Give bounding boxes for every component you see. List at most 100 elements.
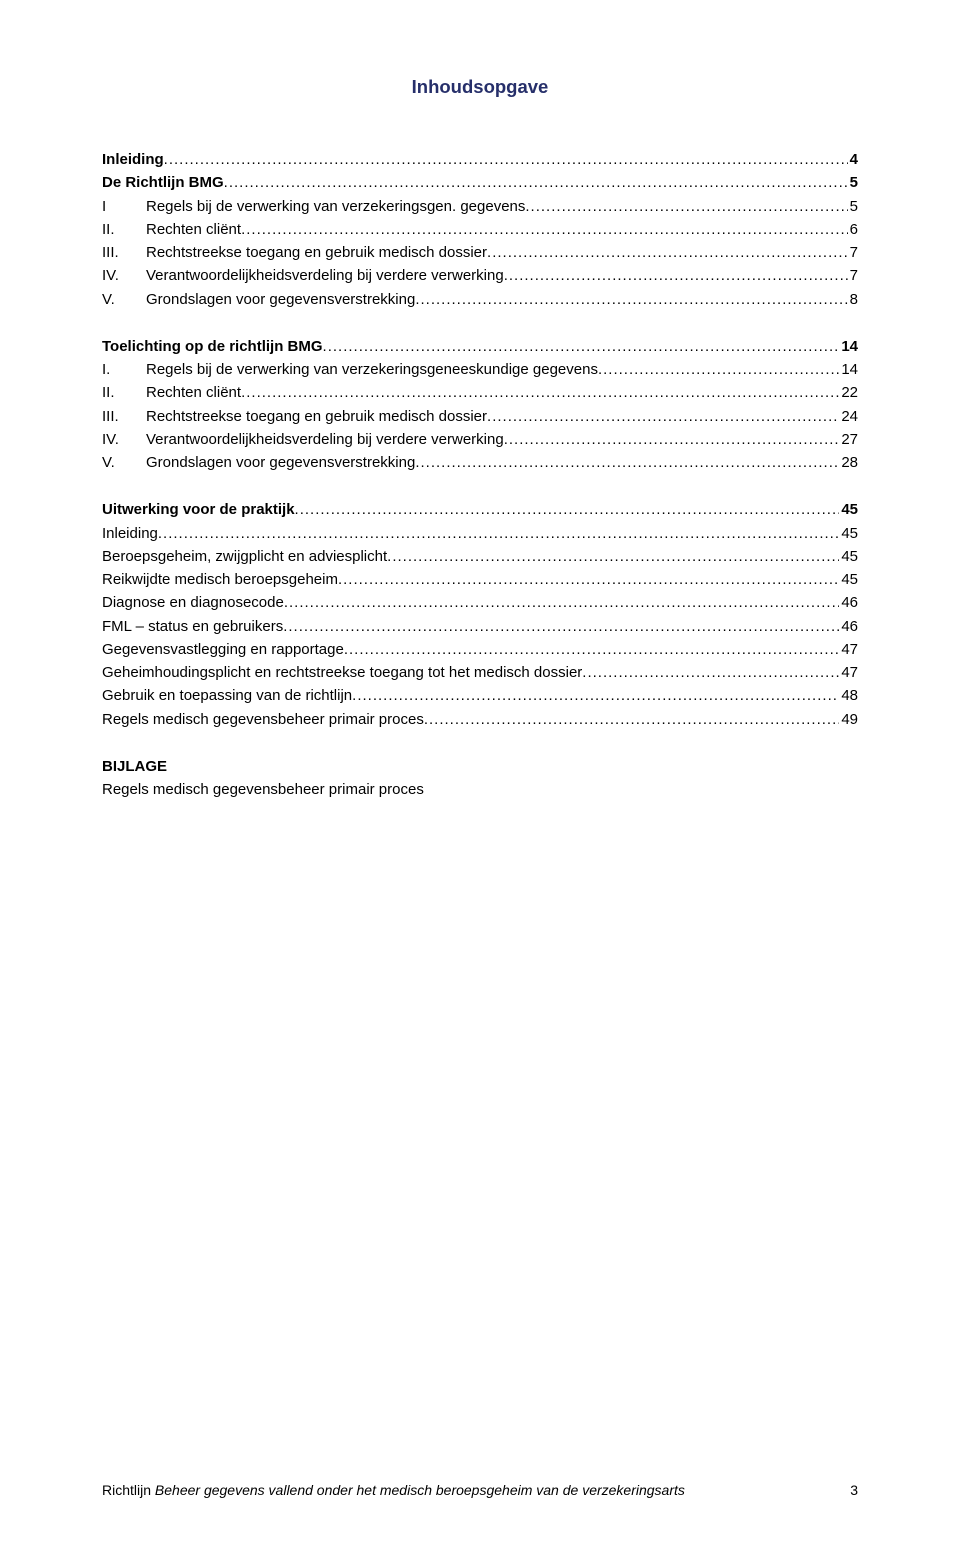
toc-num: I.: [102, 358, 146, 381]
toc-leader-dots: [283, 615, 839, 638]
toc-entry: IV.Verantwoordelijkheidsverdeling bij ve…: [102, 264, 858, 287]
toc-label: IRegels bij de verwerking van verzekerin…: [102, 195, 525, 218]
toc-leader-dots: [415, 288, 847, 311]
footer-lead: Richtlijn: [102, 1482, 155, 1498]
toc-num: V.: [102, 288, 146, 311]
toc-label: Inleiding: [102, 148, 164, 171]
toc-leader-dots: [158, 522, 839, 545]
toc-entry: IV.Verantwoordelijkheidsverdeling bij ve…: [102, 428, 858, 451]
toc-label: I.Regels bij de verwerking van verzekeri…: [102, 358, 598, 381]
toc-entry: IRegels bij de verwerking van verzekerin…: [102, 195, 858, 218]
toc-text: Verantwoordelijkheidsverdeling bij verde…: [146, 431, 504, 448]
toc-label: V.Grondslagen voor gegevensverstrekking: [102, 451, 415, 474]
toc-entry: Gegevensvastlegging en rapportage47: [102, 638, 858, 661]
bijlage-heading: BIJLAGE: [102, 755, 858, 778]
table-of-contents: Inleiding4De Richtlijn BMG 5 IRegels bij d…: [102, 148, 858, 731]
toc-label: Diagnose en diagnosecode: [102, 591, 284, 614]
toc-entry: Inleiding45: [102, 522, 858, 545]
page-footer: Richtlijn Beheer gegevens vallend onder …: [102, 1482, 858, 1498]
toc-entry: Geheimhoudingsplicht en rechtstreekse to…: [102, 661, 858, 684]
toc-label: II.Rechten cliënt: [102, 381, 241, 404]
toc-leader-dots: [582, 661, 839, 684]
toc-page: 8: [848, 288, 858, 311]
toc-page: 14: [839, 335, 858, 358]
toc-num: II.: [102, 381, 146, 404]
toc-leader-dots: [424, 708, 839, 731]
toc-label: De Richtlijn BMG: [102, 171, 224, 194]
toc-num: IV.: [102, 264, 146, 287]
toc-label: IV.Verantwoordelijkheidsverdeling bij ve…: [102, 428, 504, 451]
toc-page: 5: [848, 171, 858, 194]
toc-entry: Regels medisch gegevensbeheer primair pr…: [102, 708, 858, 731]
toc-entry: III.Rechtstreekse toegang en gebruik med…: [102, 405, 858, 428]
toc-entry: Beroepsgeheim, zwijgplicht en adviesplic…: [102, 545, 858, 568]
toc-page: 45: [839, 568, 858, 591]
toc-leader-dots: [487, 241, 848, 264]
toc-entry: Inleiding4: [102, 148, 858, 171]
toc-leader-dots: [504, 264, 848, 287]
toc-entry: II.Rechten cliënt 6: [102, 218, 858, 241]
toc-entry: Uitwerking voor de praktijk45: [102, 498, 858, 521]
toc-leader-dots: [241, 218, 848, 241]
toc-leader-dots: [295, 498, 840, 521]
toc-label: V.Grondslagen voor gegevensverstrekking: [102, 288, 415, 311]
toc-entry: De Richtlijn BMG 5: [102, 171, 858, 194]
toc-label: Toelichting op de richtlijn BMG: [102, 335, 323, 358]
toc-page: 22: [839, 381, 858, 404]
toc-entry: Gebruik en toepassing van de richtlijn48: [102, 684, 858, 707]
toc-num: III.: [102, 241, 146, 264]
toc-label: III.Rechtstreekse toegang en gebruik med…: [102, 405, 487, 428]
toc-entry: II.Rechten cliënt 22: [102, 381, 858, 404]
toc-entry: Toelichting op de richtlijn BMG 14: [102, 335, 858, 358]
toc-leader-dots: [352, 684, 839, 707]
toc-entry: III.Rechtstreekse toegang en gebruik med…: [102, 241, 858, 264]
footer-italic: Beheer gegevens vallend onder het medisc…: [155, 1482, 685, 1498]
toc-leader-dots: [338, 568, 839, 591]
toc-entry: V.Grondslagen voor gegevensverstrekking 8: [102, 288, 858, 311]
toc-page: 27: [839, 428, 858, 451]
toc-leader-dots: [224, 171, 848, 194]
toc-label: III.Rechtstreekse toegang en gebruik med…: [102, 241, 487, 264]
toc-label: Geheimhoudingsplicht en rechtstreekse to…: [102, 661, 582, 684]
toc-page: 6: [848, 218, 858, 241]
footer-title: Richtlijn Beheer gegevens vallend onder …: [102, 1482, 685, 1498]
toc-leader-dots: [415, 451, 839, 474]
toc-label: IV.Verantwoordelijkheidsverdeling bij ve…: [102, 264, 504, 287]
toc-num: V.: [102, 451, 146, 474]
doc-title: Inhoudsopgave: [102, 76, 858, 98]
toc-leader-dots: [504, 428, 840, 451]
toc-entry: Diagnose en diagnosecode 46: [102, 591, 858, 614]
toc-leader-dots: [387, 545, 839, 568]
toc-page: 7: [848, 241, 858, 264]
toc-text: Rechten cliënt: [146, 384, 241, 401]
page: Inhoudsopgave Inleiding4De Richtlijn BMG…: [0, 0, 960, 801]
toc-label: Regels medisch gegevensbeheer primair pr…: [102, 708, 424, 731]
toc-entry: I.Regels bij de verwerking van verzekeri…: [102, 358, 858, 381]
footer-page-number: 3: [850, 1482, 858, 1498]
toc-leader-dots: [323, 335, 840, 358]
spacer: [102, 311, 858, 335]
toc-text: Rechten cliënt: [146, 221, 241, 238]
toc-label: Reikwijdte medisch beroepsgeheim: [102, 568, 338, 591]
toc-leader-dots: [164, 148, 848, 171]
toc-text: Regels bij de verwerking van verzekering…: [146, 198, 525, 215]
toc-page: 46: [839, 591, 858, 614]
toc-leader-dots: [241, 381, 839, 404]
toc-num: I: [102, 195, 146, 218]
toc-label: Gegevensvastlegging en rapportage: [102, 638, 344, 661]
toc-entry: FML – status en gebruikers46: [102, 615, 858, 638]
toc-page: 48: [839, 684, 858, 707]
bijlage-section: BIJLAGE Regels medisch gegevensbeheer pr…: [102, 755, 858, 802]
toc-leader-dots: [344, 638, 839, 661]
toc-page: 14: [839, 358, 858, 381]
spacer: [102, 474, 858, 498]
toc-label: II.Rechten cliënt: [102, 218, 241, 241]
toc-num: III.: [102, 405, 146, 428]
toc-page: 46: [839, 615, 858, 638]
toc-text: Rechtstreekse toegang en gebruik medisch…: [146, 244, 487, 261]
toc-leader-dots: [598, 358, 839, 381]
bijlage-line: Regels medisch gegevensbeheer primair pr…: [102, 778, 858, 801]
toc-page: 47: [839, 661, 858, 684]
toc-page: 49: [839, 708, 858, 731]
toc-page: 28: [839, 451, 858, 474]
